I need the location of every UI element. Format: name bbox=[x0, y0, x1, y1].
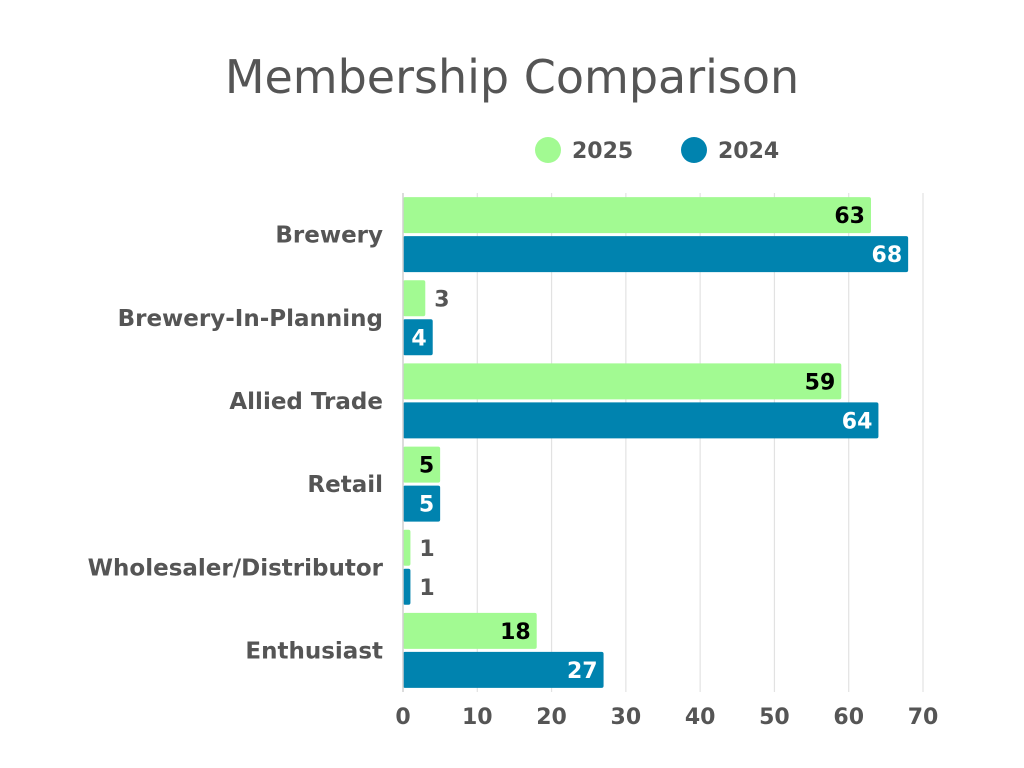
bar-allied-trade-2024 bbox=[403, 402, 879, 439]
legend-marker-2024 bbox=[681, 137, 707, 163]
value-label-enthusiast-2025: 18 bbox=[500, 620, 531, 645]
value-label-allied-trade-2025: 59 bbox=[805, 370, 836, 395]
bar-wholesaler-distributor-2025 bbox=[403, 529, 411, 566]
tick-labels-group: 0 10 20 30 40 50 60 70 bbox=[395, 705, 938, 730]
bar-allied-trade-2025 bbox=[403, 363, 842, 400]
bar-retail-2024 bbox=[403, 485, 441, 522]
chart-legend: 2025 2024 bbox=[535, 137, 779, 164]
legend-label-2025: 2025 bbox=[572, 139, 633, 164]
value-label-brewery-in-planning-2024: 4 bbox=[411, 326, 426, 351]
value-label-brewery-in-planning-2025: 3 bbox=[434, 287, 449, 312]
category-label-retail: Retail bbox=[307, 472, 383, 498]
chart-title: Membership Comparison bbox=[225, 50, 799, 104]
tick-label-0: 0 bbox=[395, 705, 410, 730]
bar-enthusiast-2025 bbox=[403, 612, 537, 649]
bar-enthusiast-2024 bbox=[403, 651, 604, 688]
tick-label-60: 60 bbox=[833, 705, 864, 730]
tick-label-40: 40 bbox=[685, 705, 716, 730]
bar-brewery-in-planning-2025 bbox=[403, 280, 426, 317]
bars-group bbox=[403, 197, 909, 688]
value-label-wholesaler-distributor-2025: 1 bbox=[419, 537, 434, 562]
category-label-brewery-in-planning: Brewery-In-Planning bbox=[118, 306, 383, 332]
legend-marker-2025 bbox=[535, 137, 561, 163]
value-label-brewery-2024: 68 bbox=[872, 243, 903, 268]
bar-brewery-in-planning-2024 bbox=[403, 319, 433, 356]
tick-label-20: 20 bbox=[536, 705, 567, 730]
gridlines bbox=[476, 193, 924, 692]
bar-brewery-2024 bbox=[403, 236, 909, 273]
category-labels-group: Brewery Brewery-In-Planning Allied Trade Re… bbox=[88, 223, 384, 665]
bar-retail-2025 bbox=[403, 446, 441, 483]
value-label-retail-2025: 5 bbox=[419, 454, 434, 479]
value-label-wholesaler-distributor-2024: 1 bbox=[419, 576, 434, 601]
category-label-enthusiast: Enthusiast bbox=[245, 638, 383, 664]
legend-label-2024: 2024 bbox=[718, 139, 779, 164]
category-label-brewery: Brewery bbox=[275, 223, 383, 249]
value-label-brewery-2025: 63 bbox=[834, 204, 865, 229]
tick-label-30: 30 bbox=[611, 705, 642, 730]
tick-label-70: 70 bbox=[908, 705, 939, 730]
value-label-allied-trade-2024: 64 bbox=[842, 409, 873, 434]
tick-label-10: 10 bbox=[462, 705, 493, 730]
value-label-retail-2024: 5 bbox=[419, 493, 434, 518]
tick-label-50: 50 bbox=[759, 705, 790, 730]
category-label-wholesaler-distributor: Wholesaler/Distributor bbox=[88, 555, 384, 581]
bar-brewery-2025 bbox=[403, 197, 871, 234]
category-label-allied-trade: Allied Trade bbox=[229, 389, 383, 415]
value-label-enthusiast-2024: 27 bbox=[567, 659, 598, 684]
bar-wholesaler-distributor-2024 bbox=[403, 568, 411, 605]
